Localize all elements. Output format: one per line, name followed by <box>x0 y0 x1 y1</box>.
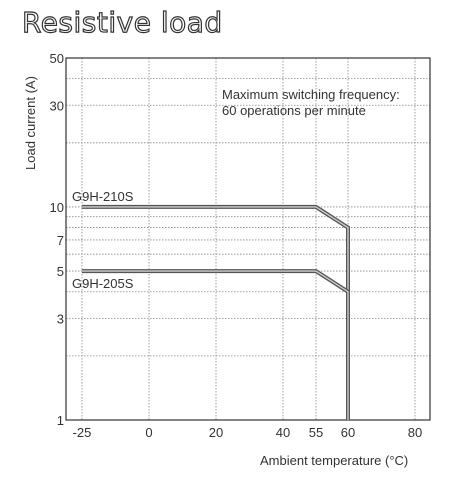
series-line-highlight-1 <box>82 206 349 420</box>
y-tick-label: 3 <box>57 311 64 326</box>
x-axis-label: Ambient temperature (°C) <box>260 453 408 468</box>
annotation-line-1: Maximum switching frequency: <box>222 87 400 102</box>
y-tick-label: 1 <box>57 413 64 428</box>
y-tick-labels: 1 3 5 7 10 30 50 <box>50 51 64 428</box>
y-tick-label: 7 <box>57 233 64 248</box>
y-tick-label: 10 <box>50 200 64 215</box>
x-tick-label: 80 <box>408 425 422 440</box>
x-tick-label: 20 <box>209 425 223 440</box>
series-line-2 <box>82 269 350 420</box>
plot-frame <box>65 57 431 421</box>
x-tick-label: 60 <box>341 425 355 440</box>
series-line-highlight-2 <box>82 270 349 420</box>
y-axis-label: Load current (A) <box>23 76 38 170</box>
annotation-line-2: 60 operations per minute <box>222 103 366 118</box>
x-tick-label: -25 <box>73 425 92 440</box>
chart-title: Resistive load <box>22 6 223 39</box>
series-group: G9H-210S G9H-205S <box>72 189 350 420</box>
series-label-2: G9H-205S <box>72 276 134 291</box>
y-tick-label: 30 <box>50 98 64 113</box>
x-tick-label: 0 <box>145 425 152 440</box>
series-line-1 <box>82 204 350 420</box>
series-label-1: G9H-210S <box>72 189 134 204</box>
y-tick-label: 5 <box>57 264 64 279</box>
y-tick-label: 50 <box>50 51 64 66</box>
x-tick-label: 40 <box>276 425 290 440</box>
x-tick-label: 55 <box>309 425 323 440</box>
x-tick-labels: -25 0 20 40 55 60 80 <box>73 425 423 440</box>
